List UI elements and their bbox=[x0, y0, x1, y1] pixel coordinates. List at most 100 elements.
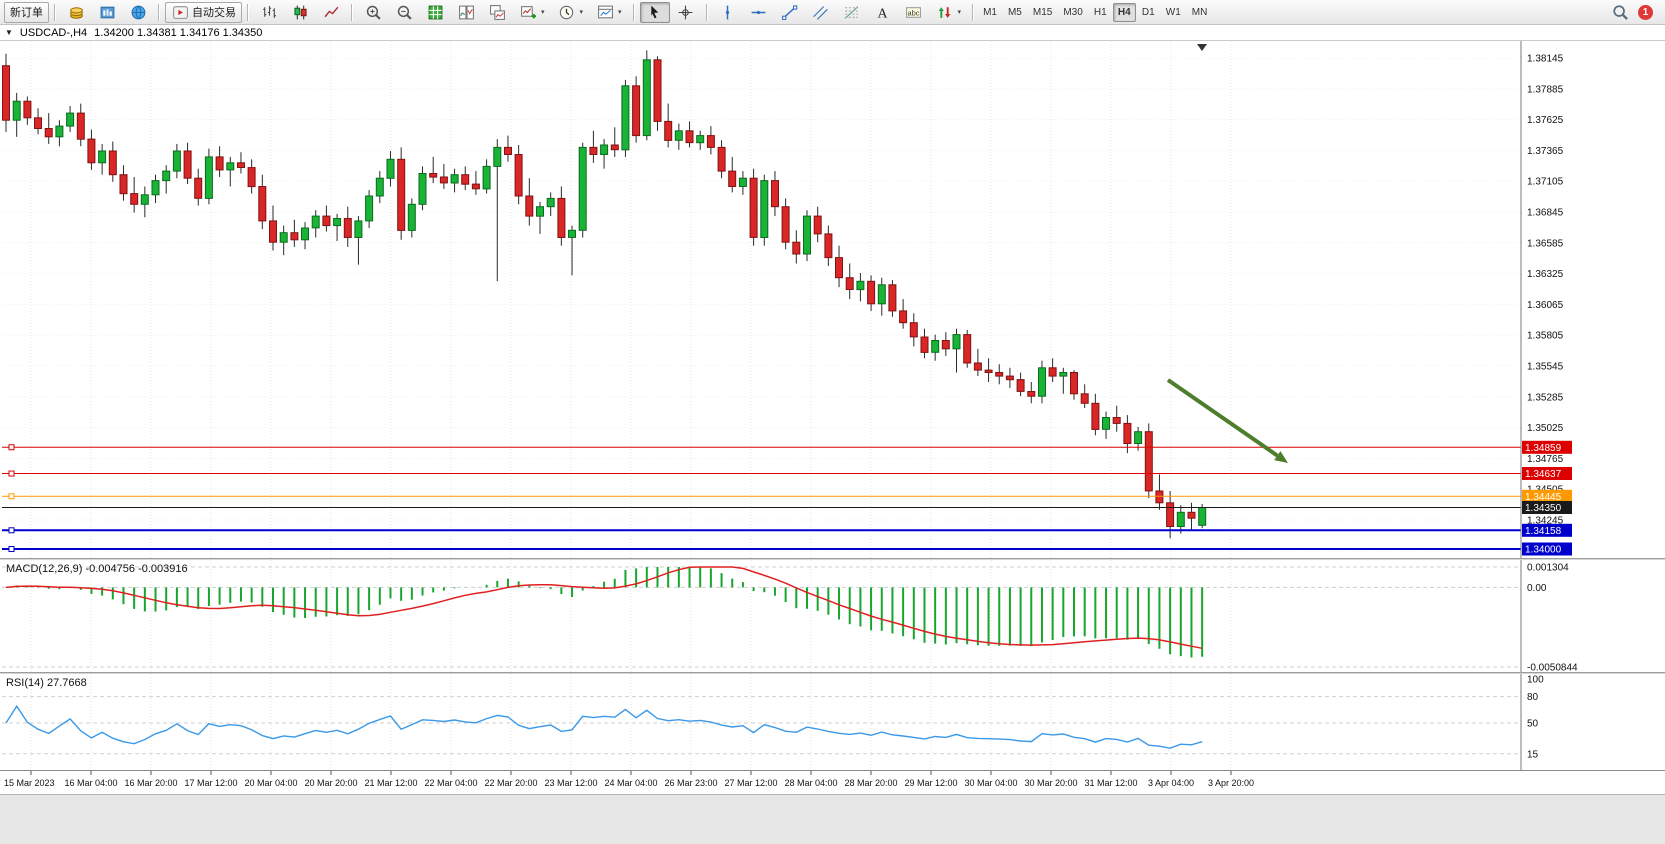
text-button[interactable]: A bbox=[868, 2, 898, 23]
candle-body bbox=[1155, 490, 1164, 504]
price-tick-label: 1.36845 bbox=[1527, 208, 1564, 219]
candle-body bbox=[279, 232, 288, 243]
time-label: 17 Mar 12:00 bbox=[184, 778, 237, 788]
candle-body bbox=[1080, 393, 1089, 404]
svg-text:abc: abc bbox=[908, 8, 920, 17]
cursor-button[interactable] bbox=[639, 1, 670, 23]
periods-button[interactable]: ▾ bbox=[552, 2, 590, 23]
candle-body bbox=[471, 183, 480, 190]
chart-menu-icon[interactable]: ▼ bbox=[5, 27, 13, 37]
cursor-icon bbox=[646, 3, 664, 21]
time-label: 22 Mar 20:00 bbox=[484, 778, 537, 788]
chart-title-bar: ▼ USDCAD-,H4 1.34200 1.34381 1.34176 1.3… bbox=[0, 25, 1665, 41]
line-handle[interactable] bbox=[8, 444, 15, 451]
rsi-panel[interactable]: 100 80 50 15 bbox=[0, 674, 1665, 770]
new-chart-button[interactable]: ▾ bbox=[513, 2, 551, 23]
market-watch-button[interactable] bbox=[92, 2, 122, 23]
globe-icon bbox=[129, 3, 147, 21]
price-badge bbox=[1522, 523, 1572, 537]
candlestick-chart-button[interactable] bbox=[285, 2, 315, 23]
time-label: 16 Mar 20:00 bbox=[124, 778, 177, 788]
zoom-out-icon bbox=[395, 3, 413, 21]
macd-panel[interactable]: 0.001304 0.00 -0.0050844 bbox=[0, 560, 1665, 672]
tile-windows-button[interactable] bbox=[420, 2, 450, 23]
community-button[interactable] bbox=[123, 2, 153, 23]
time-label: 24 Mar 04:00 bbox=[604, 778, 657, 788]
notification-badge[interactable]: 1 bbox=[1638, 4, 1653, 20]
line-handle[interactable] bbox=[8, 470, 15, 477]
timeframe-h1[interactable]: H1 bbox=[1093, 6, 1107, 18]
trendline-button[interactable] bbox=[775, 2, 805, 23]
chart-shift-marker[interactable] bbox=[1197, 44, 1207, 51]
label-button[interactable]: abc bbox=[899, 2, 929, 23]
fibonacci-button[interactable] bbox=[837, 2, 867, 23]
vertical-line-button[interactable] bbox=[713, 2, 743, 23]
timeframe-w1[interactable]: W1 bbox=[1165, 6, 1181, 18]
timeframe-h4[interactable]: H4 bbox=[1112, 2, 1136, 22]
search-icon[interactable] bbox=[1611, 3, 1629, 21]
candle-body bbox=[386, 158, 395, 179]
quotes-panel-icon bbox=[98, 3, 116, 21]
candle-body bbox=[1038, 367, 1046, 397]
time-axis[interactable]: 15 Mar 2023 16 Mar 04:00 16 Mar 20:00 17 Ma… bbox=[0, 770, 1665, 794]
price-tick-label: 1.38145 bbox=[1527, 54, 1564, 65]
template-icon bbox=[596, 3, 614, 21]
candle-body bbox=[140, 194, 149, 205]
autotrading-button[interactable]: 自动交易 bbox=[165, 1, 242, 23]
price-tick-label: 1.35545 bbox=[1527, 362, 1564, 373]
candle-body bbox=[589, 146, 598, 156]
timeframe-m15[interactable]: M15 bbox=[1032, 6, 1053, 18]
candle-body bbox=[1198, 507, 1207, 526]
candle-body bbox=[98, 150, 107, 164]
line-handle[interactable] bbox=[8, 527, 15, 534]
bar-chart-button[interactable] bbox=[254, 2, 284, 23]
candle-body bbox=[536, 206, 544, 217]
time-label: 20 Mar 20:00 bbox=[304, 778, 357, 788]
dropdown-arrow-icon: ▾ bbox=[957, 9, 962, 16]
price-badge bbox=[1522, 489, 1572, 503]
bottom-bar bbox=[0, 794, 1665, 844]
candle-body bbox=[706, 135, 715, 148]
candle-body bbox=[1123, 422, 1132, 444]
arrows-button[interactable]: ▾ bbox=[930, 2, 968, 23]
main-chart[interactable]: 1.38145 1.37885 1.37625 1.37365 1.37105 1.368… bbox=[0, 41, 1665, 558]
candle-body bbox=[407, 203, 416, 231]
panel-splitter[interactable] bbox=[0, 558, 1665, 560]
new-order-button[interactable]: 新订单 bbox=[4, 1, 49, 23]
panel-splitter[interactable] bbox=[0, 672, 1665, 674]
timeframe-m1[interactable]: M1 bbox=[983, 6, 997, 18]
arrange-horizontal-button[interactable] bbox=[451, 2, 481, 23]
arrange-vertical-button[interactable] bbox=[482, 2, 512, 23]
line-handle[interactable] bbox=[8, 493, 15, 500]
horizontal-line-button[interactable] bbox=[744, 2, 774, 23]
timeframe-mn[interactable]: MN bbox=[1191, 6, 1208, 18]
candle-body bbox=[578, 146, 587, 231]
candle-body bbox=[1016, 379, 1025, 392]
toolbar-separator bbox=[972, 3, 975, 21]
candle-body bbox=[354, 220, 363, 238]
line-chart-button[interactable] bbox=[316, 2, 346, 23]
candle-body bbox=[162, 170, 171, 182]
timeframe-d1[interactable]: D1 bbox=[1141, 6, 1155, 18]
templates-button[interactable]: ▾ bbox=[590, 2, 628, 23]
channel-icon bbox=[812, 3, 830, 21]
timeframe-m30[interactable]: M30 bbox=[1063, 6, 1083, 18]
timeframe-m5[interactable]: M5 bbox=[1007, 6, 1022, 18]
toolbar-separator bbox=[705, 3, 708, 21]
zoom-in-button[interactable] bbox=[358, 2, 388, 23]
candle-body bbox=[696, 135, 705, 144]
coins-button[interactable] bbox=[61, 2, 91, 23]
channel-button[interactable] bbox=[806, 2, 836, 23]
line-handle[interactable] bbox=[8, 546, 15, 553]
chart-title-quote: 1.34200 1.34381 1.34176 1.34350 bbox=[94, 26, 263, 39]
zoom-out-button[interactable] bbox=[389, 2, 419, 23]
crosshair-button[interactable] bbox=[671, 2, 701, 23]
candle-body bbox=[728, 170, 737, 188]
candle-body bbox=[952, 334, 961, 350]
candle-body bbox=[824, 233, 833, 259]
trend-arrow[interactable] bbox=[1166, 378, 1288, 463]
candle-body bbox=[119, 174, 128, 195]
price-tick-label: 1.37625 bbox=[1527, 115, 1564, 126]
candlestick-layer[interactable] bbox=[2, 50, 1207, 539]
candle-body bbox=[215, 156, 224, 171]
